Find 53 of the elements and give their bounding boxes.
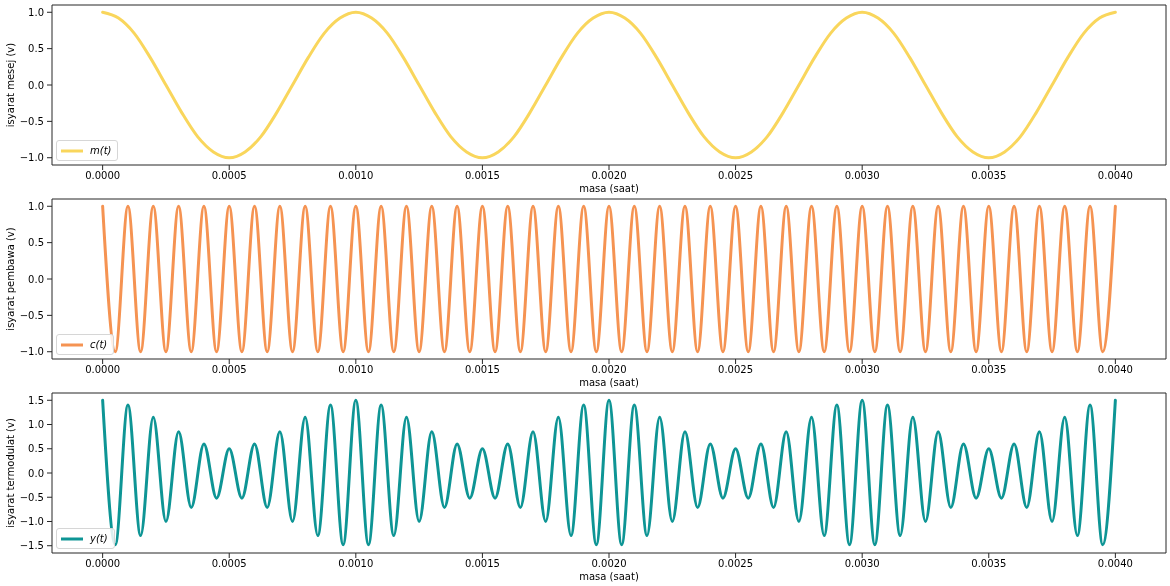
x-tick-label: 0.0005: [211, 364, 247, 376]
y-tick-label: 0.0: [28, 79, 44, 91]
x-tick-label: 0.0035: [971, 364, 1007, 376]
y-tick-label: 0.0: [28, 273, 44, 285]
x-tick-label: 0.0035: [971, 170, 1007, 182]
x-tick-label: 0.0015: [464, 558, 500, 570]
y-tick-label: −1.0: [19, 152, 44, 164]
x-tick-label: 0.0005: [211, 558, 247, 570]
x-tick-label: 0.0035: [971, 558, 1007, 570]
y-axis-title: isyarat mesej (v): [4, 42, 16, 128]
x-tick-label: 0.0000: [85, 170, 121, 182]
x-tick-label: 0.0010: [338, 170, 374, 182]
y-tick-label: −1.0: [19, 516, 44, 528]
x-tick-label: 0.0030: [844, 364, 880, 376]
x-tick-label: 0.0030: [844, 170, 880, 182]
x-tick-label: 0.0005: [211, 170, 247, 182]
legend-label: y(t): [90, 532, 108, 545]
y-tick-label: 1.0: [28, 419, 44, 431]
x-tick-label: 0.0000: [85, 558, 121, 570]
legend-label: m(t): [90, 144, 112, 157]
y-tick-label: 0.5: [28, 237, 44, 249]
x-tick-label: 0.0025: [718, 558, 754, 570]
y-tick-label: 1.0: [28, 200, 44, 212]
y-tick-label: 1.5: [28, 394, 44, 406]
x-axis-title: masa (saat): [579, 571, 639, 582]
x-tick-label: 0.0015: [464, 364, 500, 376]
x-tick-label: 0.0020: [591, 558, 627, 570]
x-tick-label: 0.0040: [1097, 364, 1133, 376]
y-tick-label: 0.0: [28, 467, 44, 479]
x-tick-label: 0.0000: [85, 364, 121, 376]
x-tick-label: 0.0025: [718, 364, 754, 376]
x-axis-title: masa (saat): [579, 183, 639, 194]
x-tick-label: 0.0025: [718, 170, 754, 182]
x-tick-label: 0.0030: [844, 558, 880, 570]
legend-label: c(t): [90, 338, 108, 351]
y-tick-label: −1.5: [19, 540, 44, 552]
x-tick-label: 0.0020: [591, 364, 627, 376]
y-tick-label: 0.5: [28, 443, 44, 455]
y-axis-title: isyarat pembawa (v): [4, 227, 16, 331]
y-axis-title: isyarat termodulat (v): [4, 418, 16, 528]
y-tick-label: −0.5: [19, 115, 44, 127]
x-tick-label: 0.0015: [464, 170, 500, 182]
y-tick-label: 1.0: [28, 6, 44, 18]
x-tick-label: 0.0040: [1097, 558, 1133, 570]
y-tick-label: −0.5: [19, 491, 44, 503]
x-tick-label: 0.0010: [338, 364, 374, 376]
x-tick-label: 0.0040: [1097, 170, 1133, 182]
y-tick-label: −0.5: [19, 309, 44, 321]
y-tick-label: −1.0: [19, 346, 44, 358]
x-tick-label: 0.0020: [591, 170, 627, 182]
x-axis-title: masa (saat): [579, 377, 639, 388]
y-tick-label: 0.5: [28, 43, 44, 55]
x-tick-label: 0.0010: [338, 558, 374, 570]
